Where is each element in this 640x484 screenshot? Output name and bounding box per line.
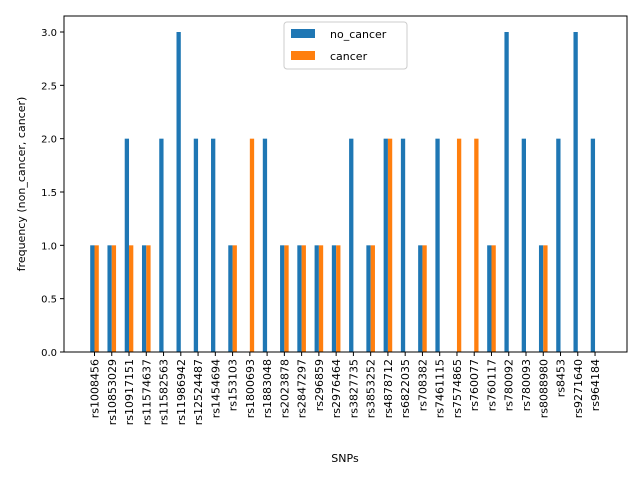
x-tick-label: rs9271640 xyxy=(572,359,585,418)
x-tick-label: rs2023878 xyxy=(278,359,291,418)
x-tick-label: rs8453 xyxy=(555,359,568,397)
x-tick-label: rs3853252 xyxy=(365,359,378,418)
bar-cancer-rs7574865 xyxy=(456,138,462,352)
bar-cancer-rs760117 xyxy=(491,245,496,352)
bar-cancer-rs2023878 xyxy=(284,245,289,352)
x-tick-label: rs1800693 xyxy=(244,359,257,418)
bar-cancer-rs8088980 xyxy=(543,245,548,352)
x-tick-label: rs12524487 xyxy=(192,359,205,425)
y-tick-label: 3.0 xyxy=(41,28,57,39)
bar-no-cancer-rs2976464 xyxy=(331,245,337,352)
bar-no-cancer-rs4878712 xyxy=(383,138,388,352)
bar-no-cancer-rs153103 xyxy=(228,245,233,352)
bar-cancer-rs1008456 xyxy=(94,245,99,352)
x-tick-label: rs780093 xyxy=(520,359,533,411)
x-tick-label: rs8088980 xyxy=(537,359,550,418)
bar-no-cancer-rs3853252 xyxy=(366,245,371,352)
bar-no-cancer-rs3827735 xyxy=(349,138,354,352)
bar-no-cancer-rs2023878 xyxy=(280,245,285,352)
bar-no-cancer-rs6822035 xyxy=(400,138,406,352)
bar-cancer-rs1800693 xyxy=(249,138,255,352)
bar-no-cancer-rs10853029 xyxy=(107,245,112,352)
bar-no-cancer-rs9271640 xyxy=(573,32,578,352)
axes-frame xyxy=(63,15,628,353)
bar-no-cancer-rs760117 xyxy=(487,245,492,352)
bar-no-cancer-rs1008456 xyxy=(90,245,95,352)
legend-label-no-cancer: no_cancer xyxy=(330,28,387,41)
bar-no-cancer-rs780093 xyxy=(521,138,526,352)
bar-no-cancer-rs296859 xyxy=(314,245,319,352)
x-tick-label: rs153103 xyxy=(227,359,240,411)
legend-swatch-cancer xyxy=(291,51,315,60)
bar-no-cancer-rs7461115 xyxy=(435,138,440,352)
x-tick-label: rs10917151 xyxy=(123,359,136,425)
bar-cancer-rs296859 xyxy=(318,245,324,352)
bar-cancer-rs4878712 xyxy=(387,138,393,352)
legend-label-cancer: cancer xyxy=(330,50,368,63)
bar-cancer-rs153103 xyxy=(232,245,237,352)
y-tick-label: 2.5 xyxy=(41,81,57,92)
bar-cancer-rs10917151 xyxy=(129,245,134,352)
x-tick-label: rs11582563 xyxy=(158,359,171,425)
bar-no-cancer-rs1883048 xyxy=(262,138,268,352)
bar-no-cancer-rs11986942 xyxy=(176,32,181,352)
x-tick-label: rs4878712 xyxy=(382,359,395,418)
bar-no-cancer-rs780092 xyxy=(504,32,509,352)
x-tick-label: rs10853029 xyxy=(106,359,119,425)
y-tick-label: 0.5 xyxy=(41,295,57,306)
x-tick-label: rs2847297 xyxy=(296,359,309,418)
x-axis-label: SNPs xyxy=(331,452,359,465)
bar-cancer-rs708382 xyxy=(422,245,427,352)
bar-cancer-rs2847297 xyxy=(301,245,306,352)
bar-cancer-rs2976464 xyxy=(336,245,341,352)
bars-group xyxy=(90,32,596,352)
x-tick-label: rs1008456 xyxy=(89,359,102,418)
x-tick-label: rs11986942 xyxy=(175,359,188,425)
y-tick-label: 1.0 xyxy=(41,241,57,252)
x-tick-label: rs3827735 xyxy=(347,359,360,418)
bar-no-cancer-rs11582563 xyxy=(159,138,164,352)
bar-cancer-rs10853029 xyxy=(111,245,117,352)
x-tick-label: rs760117 xyxy=(485,359,498,411)
y-ticks-group: 0.0 0.5 1.0 1.5 2.0 2.5 3.0 xyxy=(41,28,64,359)
bar-no-cancer-rs2847297 xyxy=(297,245,302,352)
legend-swatch-no-cancer xyxy=(291,29,315,38)
x-tick-label: rs2976464 xyxy=(330,359,343,418)
y-tick-label: 2.0 xyxy=(41,135,57,146)
x-tick-label: rs6822035 xyxy=(399,359,412,418)
x-tick-label: rs7461115 xyxy=(434,359,447,418)
bar-no-cancer-rs708382 xyxy=(418,245,423,352)
x-tick-label: rs1883048 xyxy=(261,359,274,418)
x-tick-label: rs11574637 xyxy=(140,359,153,425)
bar-no-cancer-rs12524487 xyxy=(193,138,199,352)
y-tick-label: 1.5 xyxy=(41,188,57,199)
x-tick-label: rs1454694 xyxy=(209,359,222,418)
x-tick-label: rs708382 xyxy=(416,359,429,411)
y-tick-label: 0.0 xyxy=(41,348,57,359)
bar-cancer-rs760077 xyxy=(474,138,479,352)
bar-cancer-rs11574637 xyxy=(146,245,151,352)
bar-no-cancer-rs10917151 xyxy=(124,138,130,352)
bar-no-cancer-rs964184 xyxy=(590,138,596,352)
y-axis-label: frequency (non_cancer, cancer) xyxy=(15,97,28,272)
x-tick-label: rs780092 xyxy=(503,359,516,411)
x-ticks-group: rs1008456 rs10853029 rs10917151 rs11574637 r… xyxy=(89,352,602,425)
bar-no-cancer-rs1454694 xyxy=(211,138,216,352)
x-tick-label: rs964184 xyxy=(589,359,602,411)
bar-no-cancer-rs11574637 xyxy=(141,245,147,352)
bar-no-cancer-rs8453 xyxy=(556,138,561,352)
bar-no-cancer-rs8088980 xyxy=(538,245,544,352)
x-tick-label: rs760077 xyxy=(468,359,481,411)
bar-cancer-rs3853252 xyxy=(370,245,375,352)
x-tick-label: rs296859 xyxy=(313,359,326,411)
x-tick-label: rs7574865 xyxy=(451,359,464,418)
